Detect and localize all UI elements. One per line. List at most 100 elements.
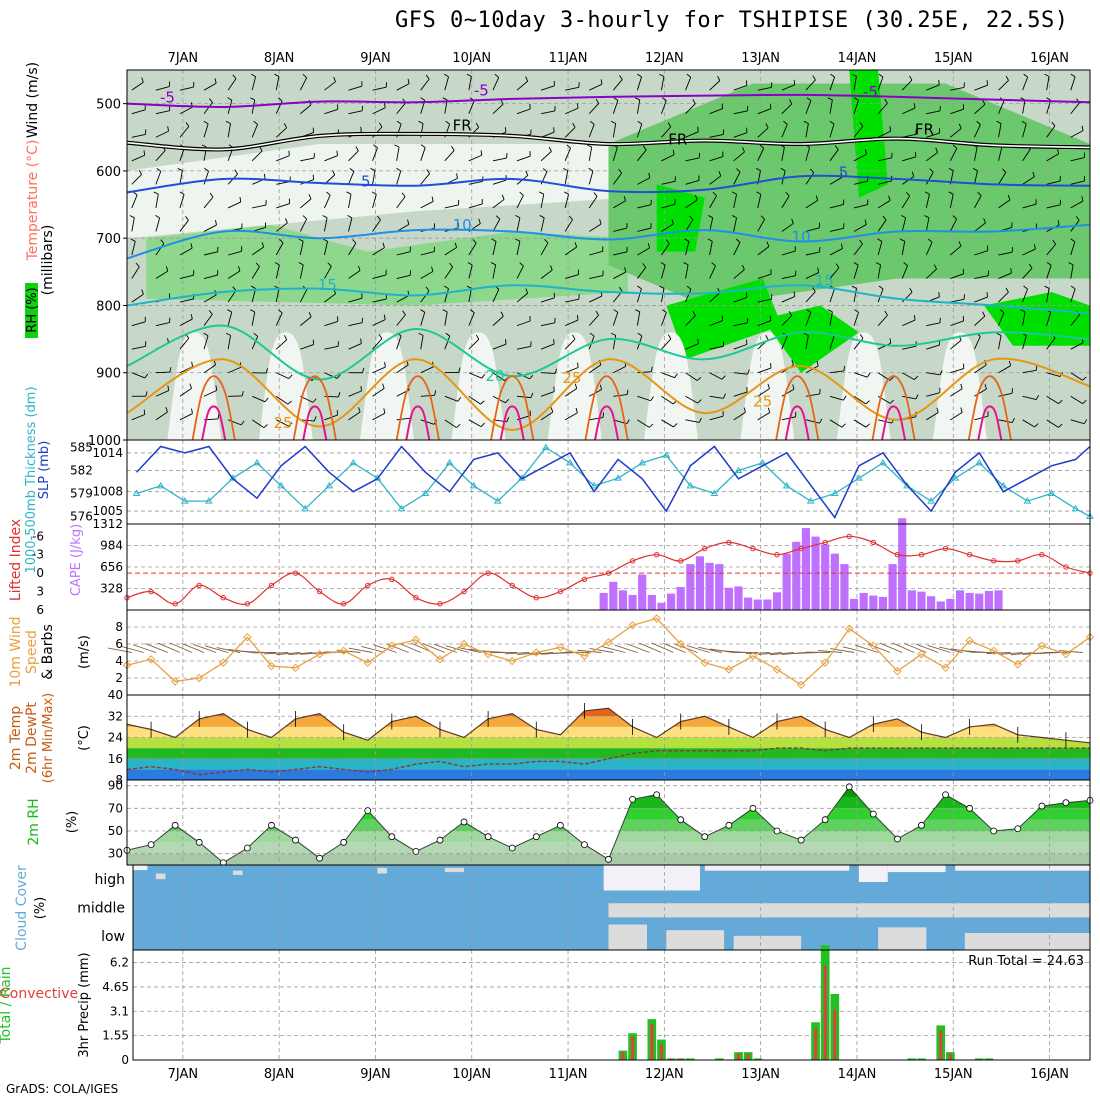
wind-barb xyxy=(661,203,676,209)
wind-speed-point-27 xyxy=(772,665,782,674)
thickness-point-35 xyxy=(975,458,984,466)
wind-barb-feather xyxy=(1081,196,1084,202)
wind-barb-feather xyxy=(812,75,816,81)
wind-barb-feather xyxy=(442,309,448,313)
wind-barb xyxy=(396,274,411,279)
cape-tick-656: 656 xyxy=(100,560,123,574)
precip-total-bar-7 xyxy=(714,1058,724,1060)
wind-barb-feather xyxy=(1032,171,1035,177)
wind-speed-point-5 xyxy=(243,632,252,642)
rh-point-10 xyxy=(364,807,372,814)
wind-barb-feather xyxy=(480,400,485,405)
temp-band-6 xyxy=(127,708,1090,717)
wind-barb-feather xyxy=(859,122,864,127)
wind-barb xyxy=(396,251,411,256)
wind-barb xyxy=(420,312,426,326)
wind-barb xyxy=(131,133,146,138)
cape-tick-328: 328 xyxy=(100,582,123,596)
cape-bar-6 xyxy=(599,592,608,610)
bottom-day-label-3: 10JAN xyxy=(452,1067,491,1082)
rh-point-5 xyxy=(243,844,251,852)
wind-barb xyxy=(324,320,338,327)
wind-barb xyxy=(541,110,555,115)
wind-speed-line xyxy=(126,617,1091,686)
slp-tick-1008: 1008 xyxy=(92,485,123,499)
wind-barb xyxy=(685,241,690,256)
wind-barb xyxy=(540,269,553,279)
rh-point-7 xyxy=(292,836,299,844)
rh-point-34 xyxy=(942,791,949,799)
wind-barb xyxy=(950,339,962,350)
cape-bar-29 xyxy=(821,544,830,610)
wind-barb xyxy=(878,157,892,162)
wind-barb-feather xyxy=(662,309,667,313)
surface-barb xyxy=(855,644,879,653)
wind-barb-feather xyxy=(1058,399,1063,404)
wind-barb xyxy=(998,419,1013,423)
temp-label: 2m Temp xyxy=(8,706,24,770)
li-tick--6: -6 xyxy=(32,529,44,543)
wind-barb xyxy=(757,127,769,138)
wind-barb-feather xyxy=(1057,220,1060,226)
surface-barb xyxy=(927,644,951,653)
wind-barb xyxy=(516,292,529,303)
slp-label: SLP (mb) xyxy=(37,441,52,500)
wind-barb-feather xyxy=(659,285,665,289)
wind-barb xyxy=(372,298,387,303)
wind-barb xyxy=(179,220,189,232)
wind-barb-feather xyxy=(288,422,293,427)
wind-barb-feather xyxy=(637,332,643,337)
wind-barb-feather xyxy=(903,262,908,266)
wind-barb xyxy=(757,298,772,303)
wind-barb xyxy=(853,100,859,114)
surface-barb xyxy=(698,646,722,653)
wind-barb-feather xyxy=(232,286,237,291)
wind-barb-feather xyxy=(889,126,892,132)
wind-barb xyxy=(564,147,571,161)
wind-barb-feather xyxy=(736,168,741,173)
lifted-index-line xyxy=(126,535,1091,605)
wind-barb-feather xyxy=(420,97,426,101)
wind-barb xyxy=(589,275,604,279)
temp-contour-27-1 xyxy=(292,375,337,441)
rh-point-3 xyxy=(195,838,203,846)
wind-barb-feather xyxy=(689,215,694,220)
surface-barb xyxy=(373,644,397,653)
wind-speed-point-39 xyxy=(1061,649,1071,659)
surface-barb xyxy=(938,646,963,653)
top-day-label-4: 11JAN xyxy=(549,51,588,66)
wind-barb-feather xyxy=(672,149,675,155)
pressure-tick-800: 800 xyxy=(96,299,121,314)
wind-barb xyxy=(300,198,312,209)
thickness-point-15 xyxy=(493,497,502,504)
cloud-clear-7 xyxy=(608,924,648,950)
wind-barb xyxy=(661,395,674,405)
li-point-35 xyxy=(966,552,973,558)
wind-barb xyxy=(324,372,338,379)
wind-barb xyxy=(396,146,400,161)
wind-barb-feather xyxy=(830,73,835,78)
wind-barb-feather xyxy=(924,191,930,195)
wind-barb-feather xyxy=(982,99,986,105)
surface-barb xyxy=(553,652,578,654)
wind-barb-feather xyxy=(707,238,713,242)
li-point-21 xyxy=(629,558,636,564)
wind-barb-feather xyxy=(185,122,190,127)
wind-barb xyxy=(372,219,381,232)
wind-barb xyxy=(516,155,531,162)
thickness-point-33 xyxy=(927,497,935,504)
cape-bar-19 xyxy=(724,587,733,610)
thickness-point-8 xyxy=(325,481,334,489)
wind-barb-feather xyxy=(843,365,846,372)
rh-tick-30: 30 xyxy=(108,847,123,861)
wind-barb-feather xyxy=(530,392,534,398)
wind-barb xyxy=(1022,267,1033,279)
wind-barb-feather xyxy=(190,243,193,249)
wind-barb xyxy=(1022,99,1026,114)
wind-barb-feather xyxy=(721,375,726,380)
wind-barb xyxy=(131,154,145,162)
wind-barb xyxy=(492,103,504,115)
thickness-point-6 xyxy=(277,481,285,489)
wind-barb-feather xyxy=(132,191,138,196)
